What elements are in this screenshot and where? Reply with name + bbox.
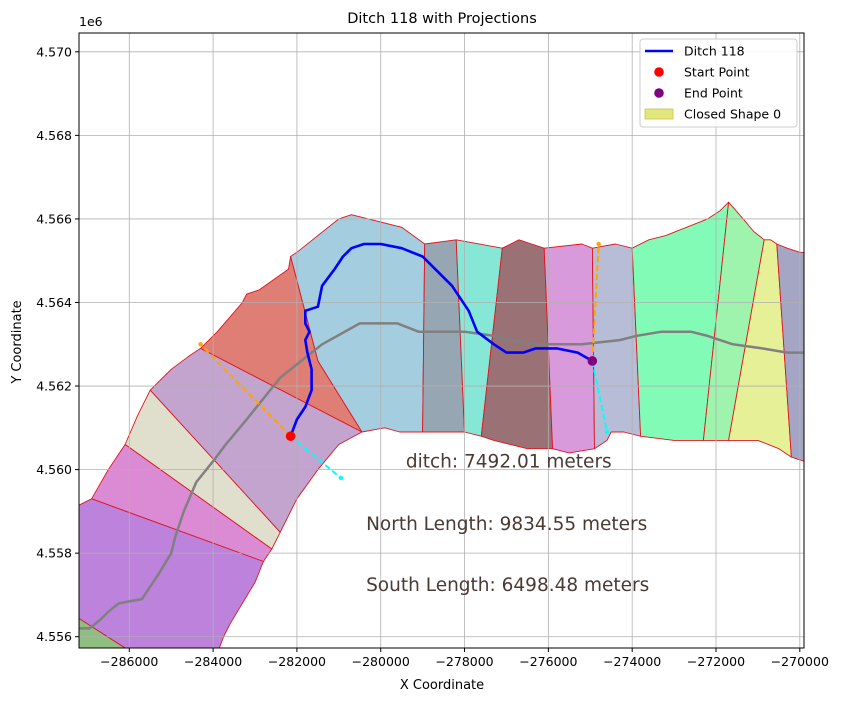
projection-line-0 [199,343,292,437]
legend: Ditch 118 Start Point End Point Closed Shap… [639,38,798,128]
projection-line-2 [591,243,600,362]
legend-label-1: Start Point [684,65,750,80]
legend-label-3: Closed Shape 0 [684,107,781,122]
annotations: ditch: 7492.01 meters North Length: 9834.… [366,452,649,596]
projection-line-3 [591,360,608,433]
projection-end-marker-3 [604,429,610,435]
legend-label-0: Ditch 118 [684,44,745,59]
y-tick-label: 4.568 [36,128,72,143]
projection-lines [198,241,610,481]
projection-end-marker-2 [596,241,601,247]
x-tick-label: −272000 [687,654,745,669]
y-tick-label: 4.566 [36,211,72,226]
shape-polygon-10 [200,256,363,433]
chart-title: Ditch 118 with Projections [347,11,537,27]
projection-end-marker-0 [198,342,203,347]
y-offset-label: 1e6 [79,14,103,29]
legend-box [639,38,798,128]
y-tick-label: 4.562 [36,379,72,394]
y-tick-label: 4.570 [36,44,72,59]
x-tick-label: −280000 [352,654,410,669]
gray-line-path [79,322,804,630]
shape-polygon-15 [79,617,126,648]
start-point-marker [285,431,296,441]
y-tick-label: 4.556 [36,629,72,644]
plot-frame [78,32,805,649]
grid-lines [79,33,804,648]
axes [78,32,805,649]
end-point-marker [587,356,598,366]
x-tick-label: −284000 [184,654,242,669]
x-tick-label: −276000 [519,654,577,669]
y-tick-label: 4.564 [36,295,72,310]
y-tick-label: 4.560 [36,462,72,477]
ditch-line-path [289,242,594,438]
ditch-line [289,242,594,438]
x-tick-label: −282000 [268,654,326,669]
shape-polygon-11 [149,347,363,533]
ticks: −286000 −284000 −282000 −280000 −278000 −2760… [36,44,829,669]
x-tick-label: −286000 [100,654,158,669]
y-tick-label: 4.558 [36,546,72,561]
legend-label-2: End Point [684,86,743,101]
shape-polygon-6 [631,201,730,441]
start-end-points [285,356,598,441]
annotation-text-1: North Length: 9834.55 meters [366,514,647,535]
projection-line-1 [289,435,342,479]
legend-marker-icon-2 [654,88,664,98]
projection-end-marker-1 [338,475,344,481]
x-tick-label: −274000 [603,654,661,669]
legend-marker-icon-1 [654,67,664,77]
annotation-text-0: ditch: 7492.01 meters [406,452,612,473]
shape-polygons [79,201,804,648]
y-axis-label: Y Coordinate [10,300,25,384]
annotation-text-2: South Length: 6498.48 meters [366,575,649,596]
x-axis-label: X Coordinate [400,678,484,693]
x-tick-label: −278000 [435,654,493,669]
legend-patch-icon [644,108,674,120]
x-tick-label: −270000 [771,654,829,669]
gray-line [79,322,804,630]
